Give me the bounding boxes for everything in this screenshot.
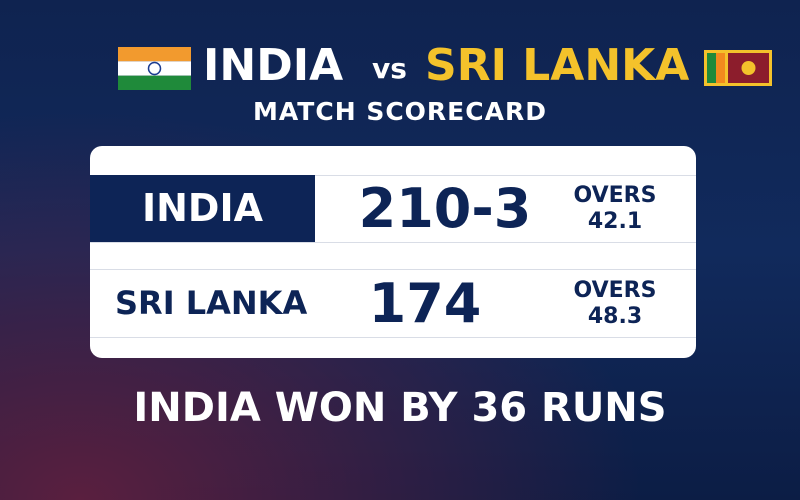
divider — [90, 242, 696, 243]
team-highlight — [90, 175, 315, 242]
vs-label: vs — [372, 52, 407, 85]
overs-value: 48.3 — [587, 304, 643, 329]
score-card: INDIA 210-3 OVERS 42.1 SRI LANKA 174 OVE… — [90, 146, 696, 358]
overs-label: OVERS — [573, 278, 657, 303]
overs-label: OVERS — [573, 183, 657, 208]
divider — [90, 175, 696, 176]
result: INDIA WON BY 36 RUNS — [133, 385, 667, 431]
subtitle: MATCH SCORECARD — [253, 97, 547, 126]
divider — [90, 337, 696, 338]
divider — [90, 269, 696, 270]
sri-lanka-flag — [704, 50, 772, 86]
overs-value: 42.1 — [587, 209, 643, 234]
india-flag — [118, 47, 191, 90]
team-name: INDIA — [141, 186, 264, 230]
score: 174 — [368, 272, 482, 335]
team2-title: SRI LANKA — [425, 40, 690, 91]
score-row: SRI LANKA 174 OVERS 48.3 — [90, 270, 696, 337]
score-row: INDIA 210-3 OVERS 42.1 — [90, 175, 696, 242]
team-name: SRI LANKA — [115, 284, 308, 322]
score: 210-3 — [358, 177, 532, 240]
team1-title: INDIA — [203, 40, 344, 91]
